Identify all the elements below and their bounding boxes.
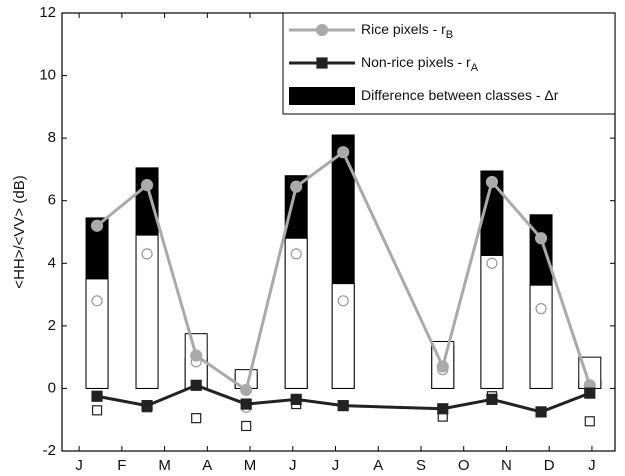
legend-subscript: A xyxy=(471,62,479,74)
x-tick-label: A xyxy=(202,457,212,474)
x-tick-label: O xyxy=(458,457,470,474)
line xyxy=(96,383,591,414)
marker xyxy=(437,403,449,415)
marker xyxy=(91,295,103,307)
x-tick-label: J xyxy=(588,457,596,474)
marker xyxy=(91,405,103,416)
marker xyxy=(337,146,350,159)
marker xyxy=(90,219,104,232)
bar xyxy=(529,284,553,389)
marker xyxy=(91,390,103,402)
line xyxy=(96,149,592,393)
x-tick-label: D xyxy=(544,457,555,474)
marker xyxy=(486,257,498,269)
marker xyxy=(140,178,154,192)
bar xyxy=(331,283,355,389)
bar xyxy=(85,278,109,389)
marker xyxy=(141,400,153,412)
marker xyxy=(240,398,252,410)
marker xyxy=(584,387,596,399)
y-tick-label: 12 xyxy=(39,4,56,21)
x-tick-label: A xyxy=(373,457,383,474)
y-tick-label: 10 xyxy=(39,67,56,84)
marker xyxy=(535,406,547,418)
marker xyxy=(241,420,252,432)
y-tick-label: 8 xyxy=(48,129,56,146)
marker xyxy=(316,57,328,69)
legend-label: Rice pixels - rB xyxy=(361,21,453,41)
y-tick-label: 6 xyxy=(48,192,56,209)
marker xyxy=(191,413,202,424)
marker xyxy=(315,23,329,37)
marker xyxy=(190,379,202,391)
legend-name: Rice pixels - r xyxy=(361,21,446,37)
marker xyxy=(486,393,498,405)
bar xyxy=(480,254,504,389)
x-tick-label: F xyxy=(117,457,126,474)
marker xyxy=(240,383,253,397)
marker xyxy=(337,295,349,307)
marker xyxy=(190,349,203,362)
marker xyxy=(436,360,449,373)
bar xyxy=(135,234,159,389)
marker xyxy=(337,400,349,412)
x-tick-label: N xyxy=(501,457,512,474)
marker xyxy=(584,416,595,427)
marker xyxy=(290,248,302,260)
marker xyxy=(535,303,547,315)
legend: Rice pixels - rB Non-rice pixels - rA Diff… xyxy=(282,12,616,115)
marker xyxy=(141,248,153,260)
legend-label: Difference between classes - Δr xyxy=(361,87,559,103)
legend-name: Difference between classes - Δr xyxy=(361,87,559,103)
marker xyxy=(290,393,302,405)
x-tick-label: J xyxy=(332,457,340,474)
y-tick-label: 2 xyxy=(48,317,56,334)
x-tick-label: J xyxy=(75,457,83,474)
marker xyxy=(290,180,303,193)
x-tick-label: M xyxy=(244,457,257,474)
x-tick-label: S xyxy=(416,457,426,474)
y-tick-label: -2 xyxy=(43,442,56,459)
marker xyxy=(485,175,499,189)
marker xyxy=(534,232,548,245)
legend-swatch xyxy=(289,87,355,105)
legend-label: Non-rice pixels - rA xyxy=(361,54,479,74)
bar xyxy=(284,237,308,389)
y-axis-label: <HH>/<VV> (dB) xyxy=(11,175,28,288)
legend-name: Non-rice pixels - r xyxy=(361,54,471,70)
y-tick-label: 0 xyxy=(48,379,56,396)
x-tick-label: J xyxy=(289,457,297,474)
x-tick-label: M xyxy=(158,457,171,474)
legend-subscript: B xyxy=(446,29,453,41)
y-tick-label: 4 xyxy=(48,254,56,271)
